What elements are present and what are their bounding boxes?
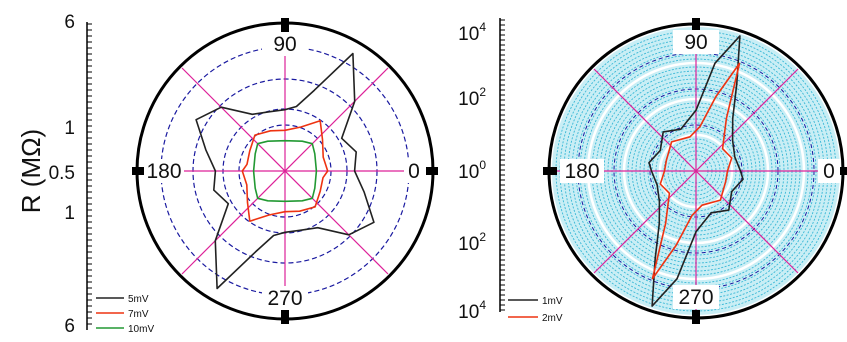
left-r-tick-bottom: 6 xyxy=(64,316,75,337)
right-series-group xyxy=(648,35,744,307)
right-legend-label: 1mV xyxy=(542,296,563,307)
right-outer-frame xyxy=(543,18,847,324)
left-legend-label: 10mV xyxy=(128,324,154,335)
left-frame-tick xyxy=(281,310,289,324)
right-angle-180: 180 xyxy=(564,160,599,183)
left-legend: 5mV 7mV 10mV xyxy=(94,286,154,335)
left-frame-tick xyxy=(281,18,289,32)
right-frame-tick xyxy=(543,167,557,175)
right-frame-tick xyxy=(692,310,700,324)
left-series-group xyxy=(195,52,375,290)
left-series-line xyxy=(241,120,329,222)
right-chart: 104 102 100 102 104 90 180 xyxy=(458,18,847,326)
right-angle-labels: 90 180 0 270 xyxy=(560,30,840,309)
left-outer-frame xyxy=(132,18,438,324)
right-frame-tick xyxy=(692,18,700,32)
right-r-tick-bottom: 104 xyxy=(458,298,486,323)
right-legend: 1mV 2mV xyxy=(505,290,563,326)
right-grid-spoke xyxy=(593,68,799,274)
left-angle-90: 90 xyxy=(273,33,296,56)
right-series-line xyxy=(651,62,741,280)
right-r-tick-upper: 102 xyxy=(458,85,486,110)
right-angle-270: 270 xyxy=(678,286,713,309)
left-series-line xyxy=(195,52,375,290)
left-frame-tick xyxy=(424,167,438,175)
left-r-tick-lower: 1 xyxy=(64,203,75,224)
left-radial-axis: 6 1 0.5 1 6 R (MΩ) xyxy=(16,12,92,337)
left-r-tick-upper: 1 xyxy=(64,118,75,139)
left-angle-0: 0 xyxy=(408,160,420,183)
left-r-tick-top: 6 xyxy=(64,12,75,33)
left-r-tick-center: 0.5 xyxy=(49,163,75,184)
right-r-tick-lower: 102 xyxy=(458,230,486,255)
right-r-tick-center: 100 xyxy=(458,158,486,183)
left-angle-labels: 90 180 0 270 xyxy=(144,32,426,310)
right-frame-tick xyxy=(835,167,847,175)
left-legend-label: 5mV xyxy=(128,294,149,305)
right-series-line xyxy=(648,35,744,307)
left-angle-270: 270 xyxy=(267,287,302,310)
left-series-line xyxy=(252,139,318,203)
right-legend-label: 2mV xyxy=(542,313,563,324)
left-legend-label: 7mV xyxy=(128,309,149,320)
right-angle-90: 90 xyxy=(684,31,707,54)
left-angle-180: 180 xyxy=(146,160,181,183)
right-angle-0: 0 xyxy=(823,160,835,183)
left-y-axis-label: R (MΩ) xyxy=(16,129,46,213)
left-frame-tick xyxy=(132,167,146,175)
right-radial-axis: 104 102 100 102 104 xyxy=(458,18,505,323)
left-chart: 6 1 0.5 1 6 R (MΩ) 90 xyxy=(16,12,438,337)
right-r-tick-top: 104 xyxy=(458,20,486,45)
